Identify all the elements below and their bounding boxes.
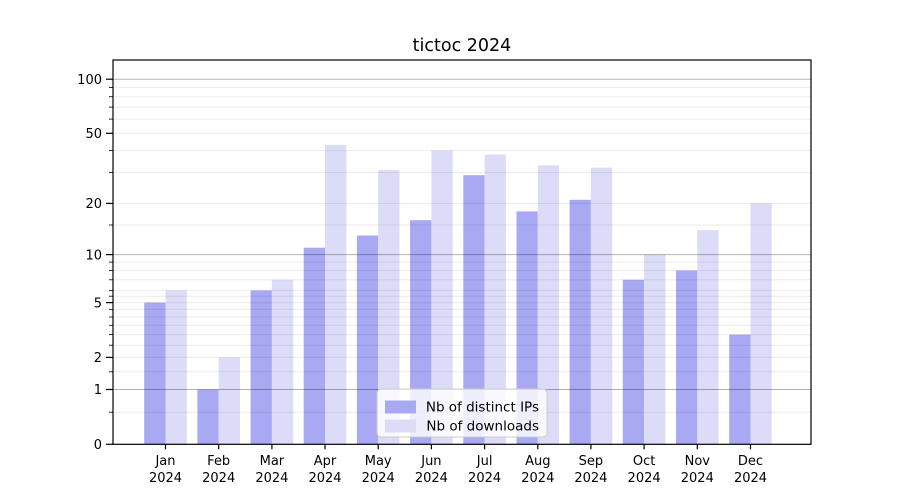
x-axis-tick-label: Dec bbox=[738, 454, 763, 469]
y-axis-tick-label: 2 bbox=[94, 351, 102, 366]
bar-downloads bbox=[325, 144, 347, 445]
bar-distinct-ips bbox=[250, 290, 272, 445]
x-axis-tick-label: Feb bbox=[207, 454, 230, 469]
x-axis-tick-label: Aug bbox=[525, 454, 550, 469]
x-axis-tick-year-label: 2024 bbox=[628, 471, 661, 486]
x-axis-tick-year-label: 2024 bbox=[202, 471, 235, 486]
x-axis-tick-label: Oct bbox=[633, 454, 655, 469]
bar-distinct-ips bbox=[463, 175, 485, 445]
bar-distinct-ips bbox=[729, 334, 751, 445]
legend-label-distinct-ips: Nb of distinct IPs bbox=[426, 400, 539, 416]
y-axis-tick-label: 0 bbox=[94, 438, 102, 453]
plot-border bbox=[112, 59, 812, 445]
bar-downloads bbox=[750, 203, 772, 445]
bar-distinct-ips bbox=[676, 270, 698, 445]
grid-layer bbox=[113, 78, 811, 413]
x-axis-tick-year-label: 2024 bbox=[521, 471, 554, 486]
x-axis-tick-year-label: 2024 bbox=[255, 471, 288, 486]
bar-downloads bbox=[644, 254, 666, 445]
bar-downloads bbox=[537, 165, 560, 445]
y-axis-tick-label: 20 bbox=[85, 197, 102, 212]
x-axis-tick-label: May bbox=[365, 454, 392, 469]
x-axis-tick-year-label: 2024 bbox=[362, 471, 395, 486]
legend-box bbox=[376, 388, 548, 438]
x-axis-tick-label: Jan bbox=[154, 454, 175, 469]
y-axis-tick-label: 50 bbox=[85, 127, 102, 142]
bar-distinct-ips bbox=[516, 211, 538, 445]
bar-downloads bbox=[590, 167, 613, 445]
x-axis-tick-year-label: 2024 bbox=[681, 471, 714, 486]
legend: Nb of distinct IPs Nb of downloads bbox=[376, 388, 548, 438]
legend-swatch-distinct-ips bbox=[385, 400, 416, 414]
x-axis-tick-label: Jul bbox=[476, 454, 493, 469]
legend-swatch-downloads bbox=[385, 419, 416, 433]
bar-distinct-ips bbox=[622, 279, 645, 445]
x-axis-tick-label: Nov bbox=[685, 454, 711, 469]
bar-distinct-ips bbox=[410, 220, 432, 445]
x-axis-tick-year-label: 2024 bbox=[149, 471, 182, 486]
legend-label-downloads: Nb of downloads bbox=[426, 419, 539, 435]
bar-downloads bbox=[378, 170, 400, 445]
x-axis-tick-year-label: 2024 bbox=[734, 471, 767, 486]
bar-distinct-ips bbox=[197, 389, 219, 445]
bar-downloads bbox=[218, 357, 240, 445]
bar-downloads bbox=[271, 279, 294, 445]
y-axis-tick-label: 1 bbox=[94, 383, 102, 398]
bar-downloads bbox=[431, 150, 453, 445]
x-axis-tick-year-label: 2024 bbox=[468, 471, 501, 486]
x-axis-tick-year-label: 2024 bbox=[308, 471, 341, 486]
bar-distinct-ips bbox=[569, 199, 591, 445]
x-axis-tick-label: Sep bbox=[579, 454, 604, 469]
bar-distinct-ips bbox=[303, 247, 325, 445]
axis-layer: 0 1 2 5 10 20 50 100 Jan 2024 Feb 2024 Mar 2024 Apr 202… bbox=[77, 73, 767, 486]
x-axis-tick-label: Jun bbox=[420, 454, 441, 469]
y-axis-tick-label: 5 bbox=[94, 296, 102, 311]
bar-distinct-ips bbox=[356, 235, 379, 445]
x-axis-tick-year-label: 2024 bbox=[415, 471, 448, 486]
bar-distinct-ips bbox=[144, 302, 166, 445]
bars-layer bbox=[144, 144, 772, 445]
y-axis-tick-label: 100 bbox=[77, 73, 102, 88]
x-axis-tick-label: Apr bbox=[314, 454, 337, 469]
y-axis-tick-label: 10 bbox=[85, 248, 102, 263]
bar-downloads bbox=[165, 290, 187, 445]
bar-downloads bbox=[697, 230, 719, 445]
x-axis-tick-year-label: 2024 bbox=[574, 471, 607, 486]
chart-title: tictoc 2024 bbox=[413, 36, 512, 56]
x-axis-tick-label: Mar bbox=[260, 454, 285, 469]
bar-downloads bbox=[484, 154, 506, 445]
